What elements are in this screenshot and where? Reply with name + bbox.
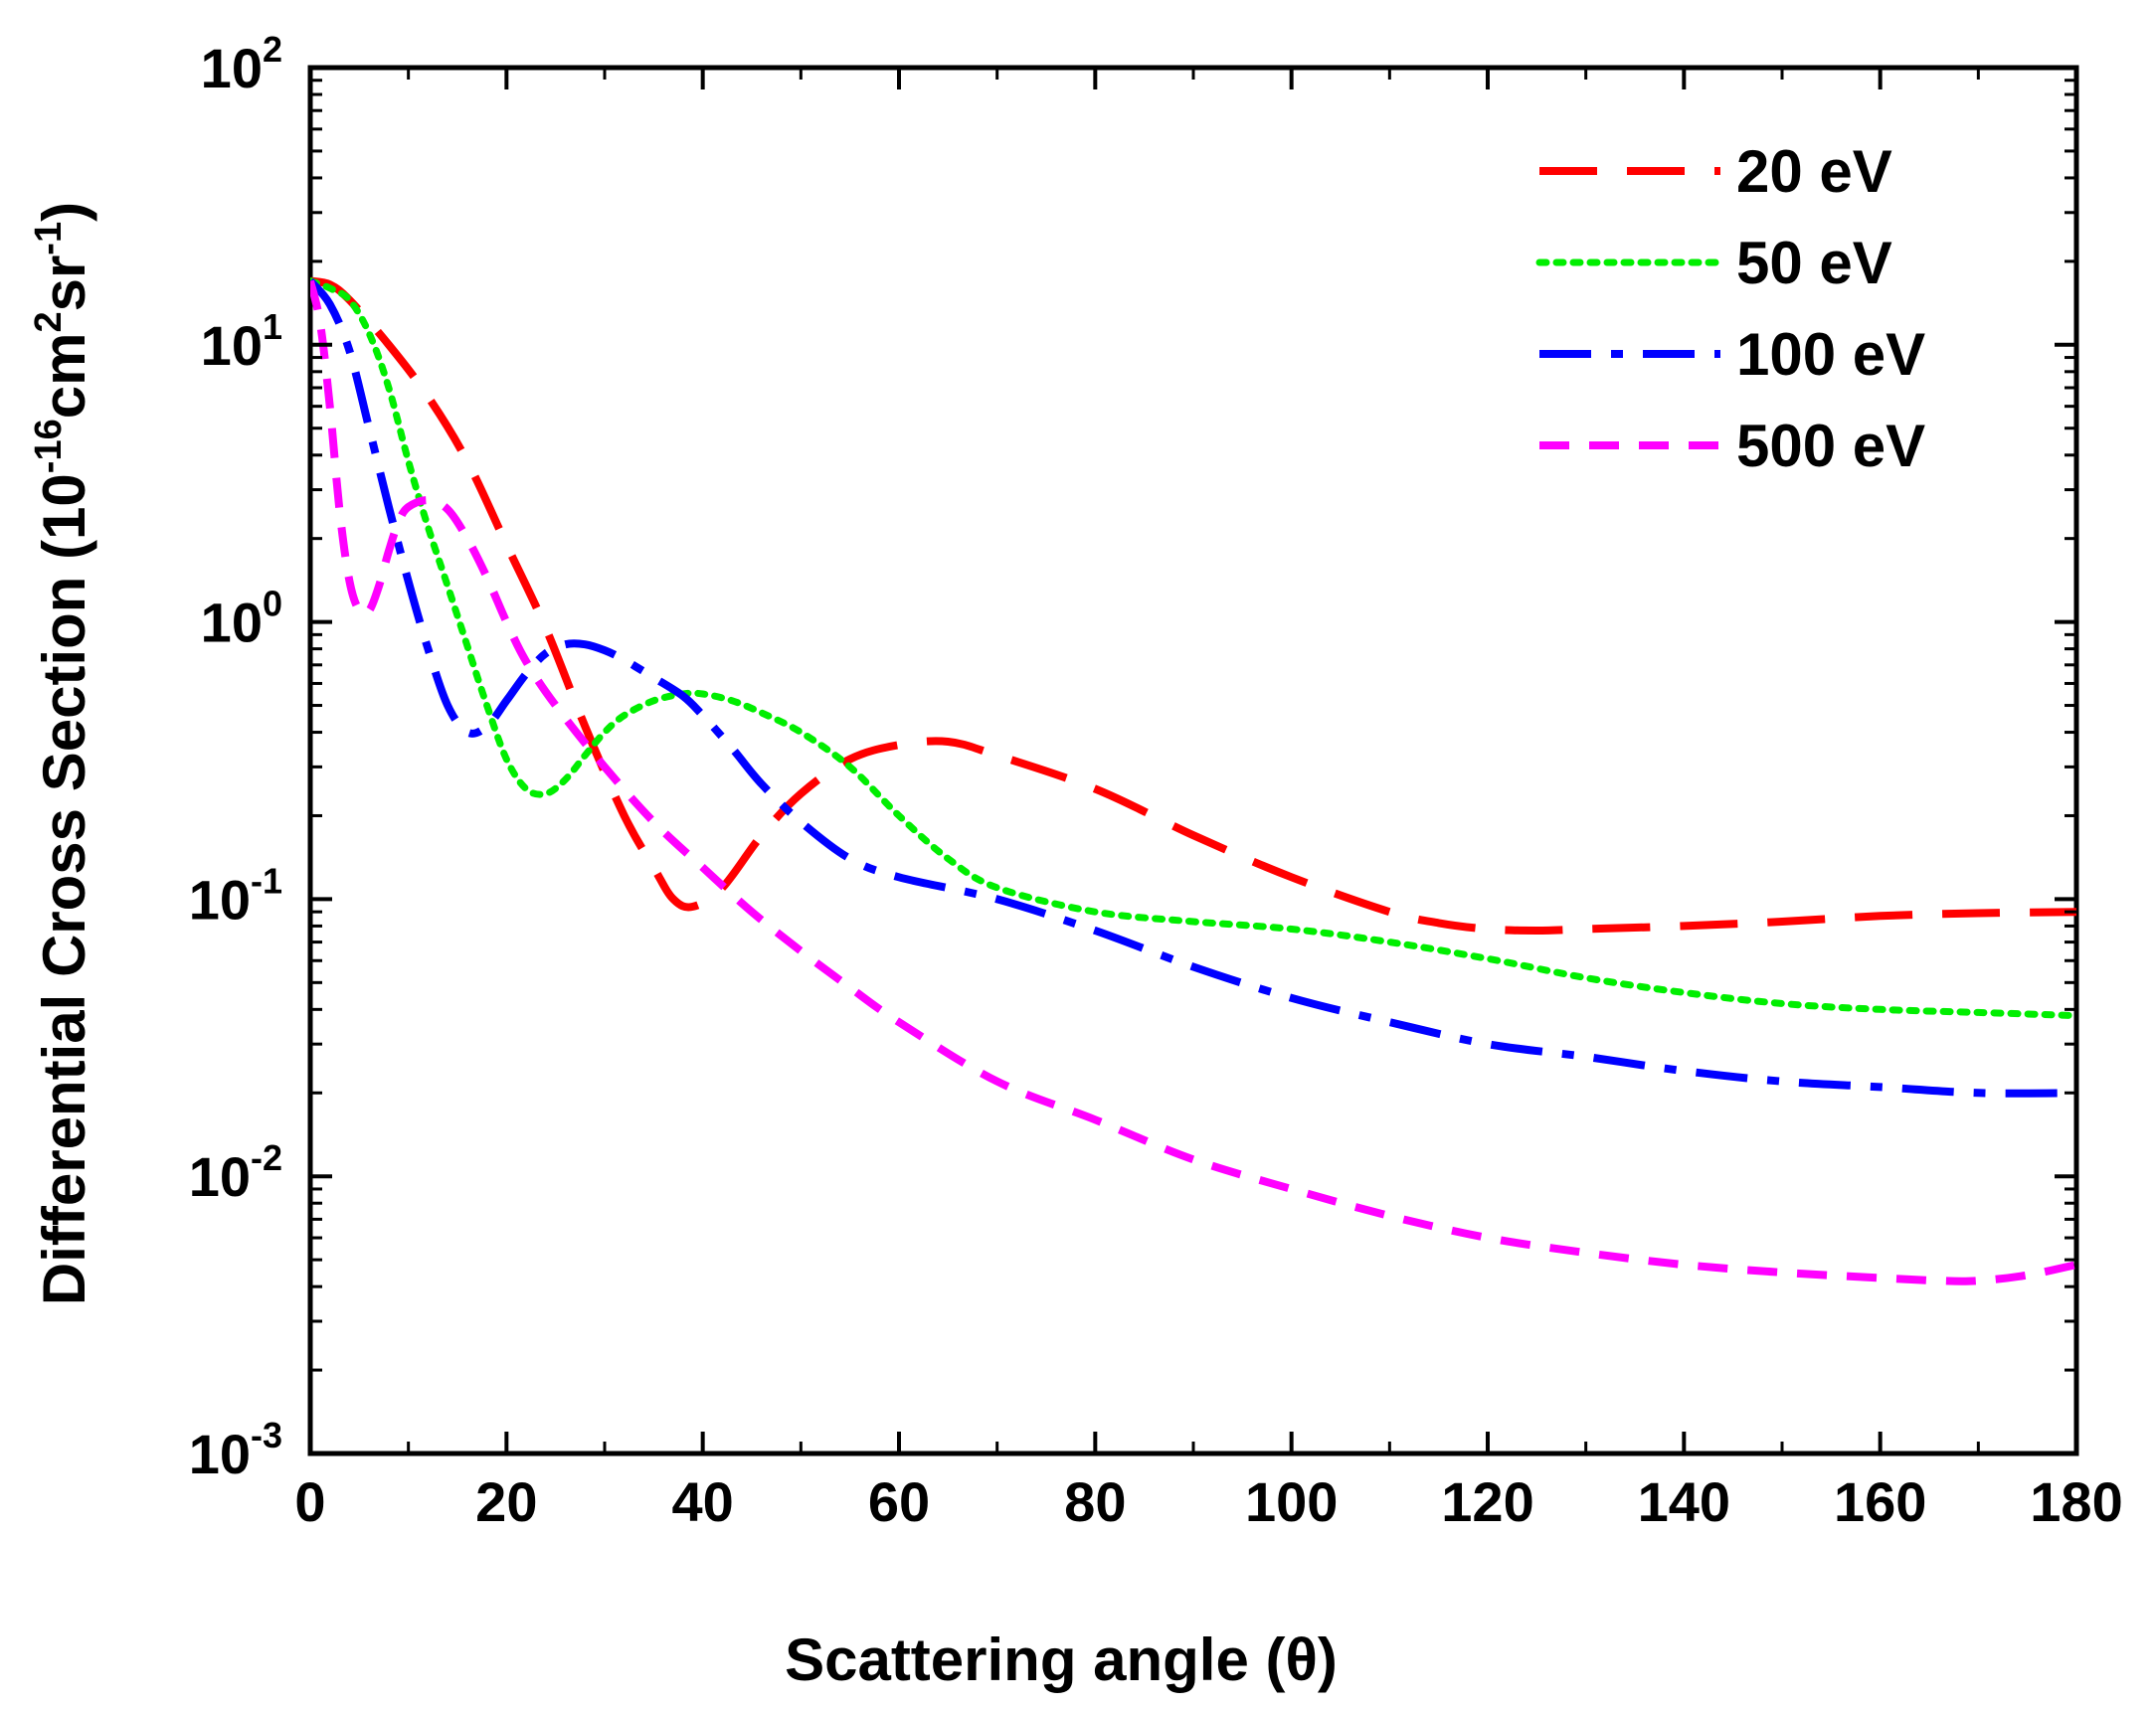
y-tick-label-exp: 2 xyxy=(263,29,282,70)
y-tick-label: 10-2 xyxy=(189,1137,282,1208)
y-axis-title-exp2: 2 xyxy=(28,311,70,332)
y-tick-label: 10-3 xyxy=(189,1415,282,1485)
y-tick-label: 10-1 xyxy=(189,860,282,931)
x-tick-label: 60 xyxy=(868,1470,930,1533)
legend-label: 20 eV xyxy=(1736,138,1892,205)
x-tick-label: 40 xyxy=(672,1470,734,1533)
y-axis-title-mid2: sr xyxy=(31,256,97,312)
y-axis-title-prefix: Differential Cross Section (10 xyxy=(31,473,97,1305)
series-line-100-ev xyxy=(310,277,2076,1098)
x-axis-title: Scattering angle (θ) xyxy=(785,1626,1338,1693)
legend-label: 100 eV xyxy=(1736,321,1925,388)
legend-label: 500 eV xyxy=(1736,413,1925,479)
y-tick-label-exp: -3 xyxy=(251,1415,282,1455)
y-tick-label-base: 10 xyxy=(201,314,263,377)
legend-label: 50 eV xyxy=(1736,230,1892,296)
y-axis-title-mid1: cm xyxy=(31,333,97,420)
tick-labels-layer: 0 20 40 60 80 100 120 140 160 18010-310-210-11001… xyxy=(189,29,2123,1533)
y-tick-label: 101 xyxy=(201,306,282,377)
y-tick-label-exp: -2 xyxy=(251,1137,282,1178)
x-tick-label: 20 xyxy=(475,1470,537,1533)
y-tick-label: 102 xyxy=(201,29,282,99)
y-tick-label-exp: -1 xyxy=(251,860,282,901)
x-tick-label: 160 xyxy=(1834,1470,1926,1533)
x-tick-label: 100 xyxy=(1245,1470,1338,1533)
legend: 20 eV 50 eV 100 eV 500 eV xyxy=(1535,138,1925,479)
y-tick-label-exp: 1 xyxy=(263,306,282,347)
y-tick-label-base: 10 xyxy=(201,592,263,654)
series-layer xyxy=(310,276,2076,1285)
y-tick-label-base: 10 xyxy=(189,1423,251,1485)
series-line-500-ev xyxy=(310,279,2076,1285)
series-line-50-ev xyxy=(310,277,2076,1020)
y-tick-label-exp: 0 xyxy=(263,584,282,624)
y-axis-title-suffix: ) xyxy=(31,202,97,222)
y-tick-label: 100 xyxy=(201,584,282,654)
y-axis-title: Differential Cross Section (10-16cm2sr-1… xyxy=(28,202,97,1305)
y-tick-label-base: 10 xyxy=(189,868,251,931)
x-tick-label: 0 xyxy=(294,1470,325,1533)
x-tick-label: 140 xyxy=(1638,1470,1730,1533)
x-tick-label: 80 xyxy=(1064,1470,1126,1533)
series-line-20-ev xyxy=(310,276,2076,936)
ticks-layer xyxy=(308,66,2078,1455)
y-tick-label-base: 10 xyxy=(201,37,263,99)
x-tick-label: 180 xyxy=(2030,1470,2122,1533)
y-axis-title-exp3: -1 xyxy=(28,222,70,256)
y-axis-title-exp1: -16 xyxy=(28,419,70,473)
x-tick-label: 120 xyxy=(1441,1470,1533,1533)
y-tick-label-base: 10 xyxy=(189,1145,251,1208)
